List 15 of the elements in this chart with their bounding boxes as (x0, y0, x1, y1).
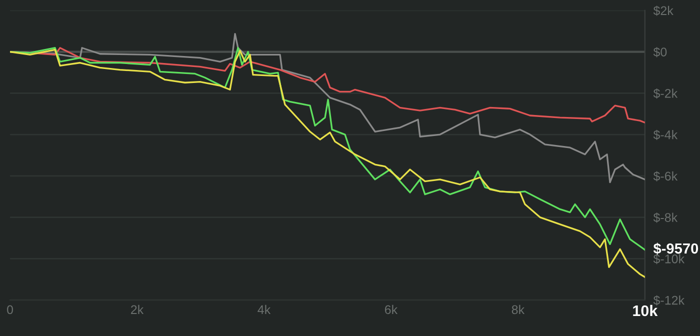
x-tick-label: 0 (7, 305, 13, 314)
y-tick-label: $-8k (653, 212, 678, 223)
y-tick-label: $0 (653, 47, 667, 58)
x-tick-label: 4k (258, 304, 271, 314)
y-tick-label: $2k (653, 6, 674, 16)
y-tick-label: $-2k (653, 88, 678, 99)
y-tick-label: $-4k (653, 130, 678, 140)
x-tick-label: 8k (512, 304, 525, 314)
y-tick-label: $-10k (653, 254, 685, 264)
annotation: $-9570 (653, 242, 698, 255)
x-tick-label: 10k (633, 304, 658, 316)
y-tick-label: $-6k (653, 171, 678, 182)
x-tick-label: 2k (131, 304, 144, 314)
y-tick-label: $-12k (653, 295, 685, 306)
x-tick-label: 6k (384, 304, 398, 314)
